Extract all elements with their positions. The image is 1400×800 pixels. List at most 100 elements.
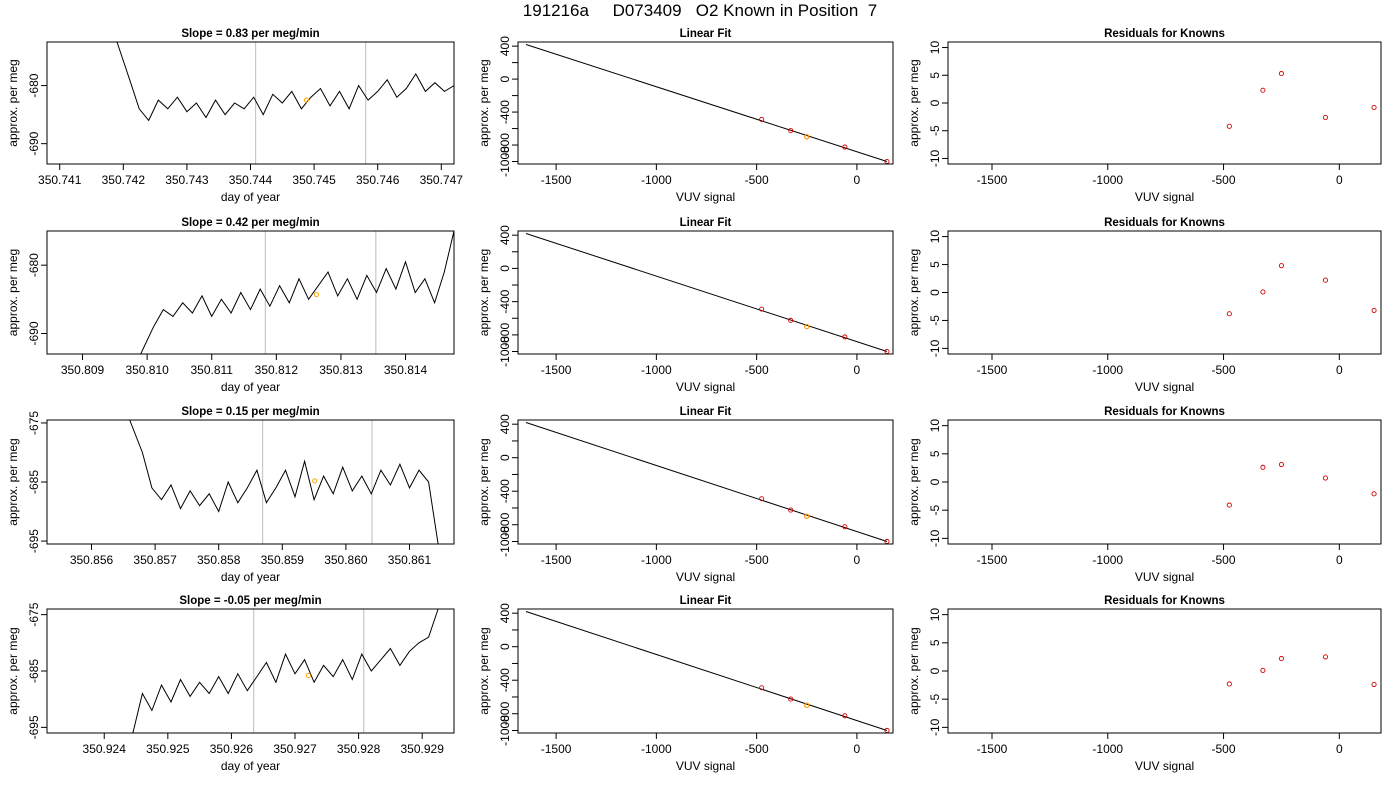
y-tick-label: -800 — [498, 323, 512, 347]
y-axis-label: approx. per meg — [477, 59, 491, 146]
panel-title: Linear Fit — [680, 406, 732, 418]
plot-frame — [517, 41, 894, 165]
x-tick-label: 350.809 — [61, 363, 105, 377]
panel-r3-c2: -1500 -1000 -500 0 -10 -5 0 5 10 Residuals for Kn… — [907, 595, 1382, 773]
x-tick-label: -500 — [1212, 173, 1236, 187]
x-tick-label: 350.810 — [125, 363, 169, 377]
x-tick-label: -500 — [1212, 742, 1236, 756]
y-tick-label: -675 — [27, 602, 41, 626]
data-point — [759, 496, 765, 502]
x-tick-label: -1500 — [541, 363, 572, 377]
y-axis-label: approx. per meg — [6, 249, 20, 336]
data-point — [1260, 289, 1266, 295]
panel-title: Residuals for Knowns — [1104, 28, 1225, 40]
x-tick-label: 0 — [1336, 553, 1343, 567]
x-tick-label: -1500 — [977, 742, 1008, 756]
y-tick-label: -5 — [928, 315, 942, 326]
highlight-point — [313, 291, 319, 298]
panel-r0-c0: 350.741 350.742 350.743 350.744 350.745 350.7… — [6, 28, 464, 204]
x-tick-label: -500 — [1212, 363, 1236, 377]
x-tick-label: 350.927 — [273, 742, 317, 756]
x-tick-label: -500 — [745, 742, 769, 756]
x-axis-label: day of year — [221, 570, 280, 584]
panel-r1-c2: -1500 -1000 -500 0 -10 -5 0 5 10 Residuals for Kn… — [907, 217, 1382, 394]
x-tick-label: -1000 — [641, 742, 672, 756]
data-point — [788, 507, 794, 513]
plot-frame — [947, 608, 1382, 734]
plot-frame — [517, 230, 894, 355]
data-point — [1260, 667, 1266, 673]
y-tick-label: -5 — [928, 125, 942, 136]
y-tick-label: -800 — [498, 133, 512, 157]
plot-frame — [947, 230, 1382, 355]
x-tick-label: 350.924 — [83, 742, 127, 756]
x-tick-label: -1500 — [541, 553, 572, 567]
panel-title: Linear Fit — [680, 217, 732, 229]
data-point — [759, 306, 765, 312]
y-axis-label: approx. per meg — [6, 438, 20, 525]
x-tick-label: 350.814 — [384, 363, 428, 377]
y-tick-label: -680 — [27, 73, 41, 97]
x-axis-label: day of year — [221, 759, 280, 773]
y-tick-label: 400 — [498, 414, 512, 434]
x-axis-label: VUV signal — [1135, 570, 1194, 584]
y-tick-label: 0 — [498, 454, 512, 461]
y-tick-label: 0 — [928, 478, 942, 485]
x-tick-label: 0 — [854, 173, 861, 187]
x-tick-label: -1000 — [1092, 553, 1123, 567]
y-axis-label: approx. per meg — [907, 438, 921, 525]
x-tick-label: 350.926 — [210, 742, 254, 756]
x-tick-label: -1500 — [977, 553, 1008, 567]
data-point — [1371, 104, 1377, 110]
y-tick-label: -10 — [928, 339, 942, 357]
data-series-line — [140, 231, 454, 354]
y-tick-label: -1000 — [498, 526, 512, 557]
x-tick-label: 0 — [854, 553, 861, 567]
plot-frame — [947, 419, 1382, 545]
data-point — [788, 696, 794, 702]
highlight-point — [804, 702, 810, 708]
highlight-point — [305, 672, 311, 679]
y-axis-label: approx. per meg — [907, 627, 921, 714]
y-axis-label: approx. per meg — [477, 438, 491, 525]
data-point — [1226, 123, 1232, 129]
x-tick-label: -1500 — [977, 173, 1008, 187]
highlight-point — [303, 97, 310, 103]
x-tick-label: -500 — [745, 363, 769, 377]
x-tick-label: 350.747 — [420, 173, 464, 187]
figure-title: 191216a D073409 O2 Known in Position 7 — [522, 1, 878, 20]
fit-line — [525, 233, 888, 352]
x-tick-label: -1000 — [641, 363, 672, 377]
y-tick-label: 0 — [498, 75, 512, 82]
x-tick-label: -500 — [745, 553, 769, 567]
panel-title: Slope = -0.05 per meg/min — [179, 595, 321, 607]
fit-line — [525, 43, 888, 163]
data-point — [1278, 656, 1284, 662]
y-tick-label: 0 — [928, 99, 942, 106]
highlight-point — [804, 134, 810, 140]
data-point — [1371, 307, 1377, 313]
y-tick-label: -690 — [27, 131, 41, 155]
data-point — [1371, 491, 1377, 497]
y-tick-label: -10 — [928, 529, 942, 547]
panel-r1-c0: 350.809 350.810 350.811 350.812 350.813 350.8… — [6, 217, 455, 394]
panel-title: Residuals for Knowns — [1104, 217, 1225, 229]
x-tick-label: -1000 — [1092, 363, 1123, 377]
y-tick-label: 10 — [928, 230, 942, 244]
x-tick-label: 350.744 — [229, 173, 273, 187]
x-tick-label: 350.813 — [319, 363, 363, 377]
y-tick-label: -400 — [498, 289, 512, 313]
data-point — [1322, 475, 1328, 481]
x-tick-label: 350.741 — [38, 173, 82, 187]
y-tick-label: -5 — [928, 505, 942, 516]
x-tick-label: 350.743 — [165, 173, 209, 187]
fit-line — [525, 422, 888, 542]
plot-frame — [947, 41, 1382, 165]
x-tick-label: 350.858 — [197, 553, 241, 567]
x-tick-label: -1000 — [641, 173, 672, 187]
